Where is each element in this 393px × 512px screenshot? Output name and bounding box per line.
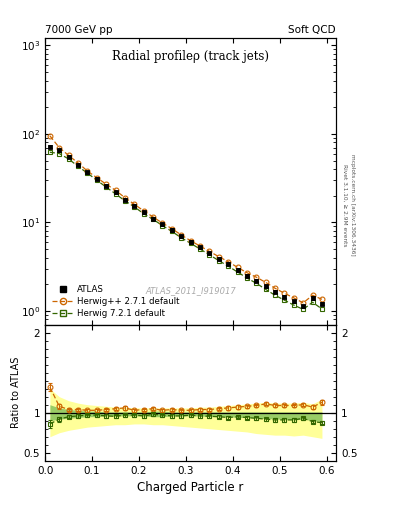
Text: Soft QCD: Soft QCD [288,25,336,35]
Text: mcplots.cern.ch [arXiv:1306.3436]: mcplots.cern.ch [arXiv:1306.3436] [350,154,355,255]
Text: 7000 GeV pp: 7000 GeV pp [45,25,113,35]
X-axis label: Charged Particle r: Charged Particle r [138,481,244,494]
Y-axis label: Ratio to ATLAS: Ratio to ATLAS [11,357,21,429]
Text: ATLAS_2011_I919017: ATLAS_2011_I919017 [145,286,236,295]
Text: Rivet 3.1.10, ≥ 2.9M events: Rivet 3.1.10, ≥ 2.9M events [342,163,347,246]
Legend: ATLAS, Herwig++ 2.7.1 default, Herwig 7.2.1 default: ATLAS, Herwig++ 2.7.1 default, Herwig 7.… [50,283,182,320]
Text: Radial profileρ (track jets): Radial profileρ (track jets) [112,50,269,63]
